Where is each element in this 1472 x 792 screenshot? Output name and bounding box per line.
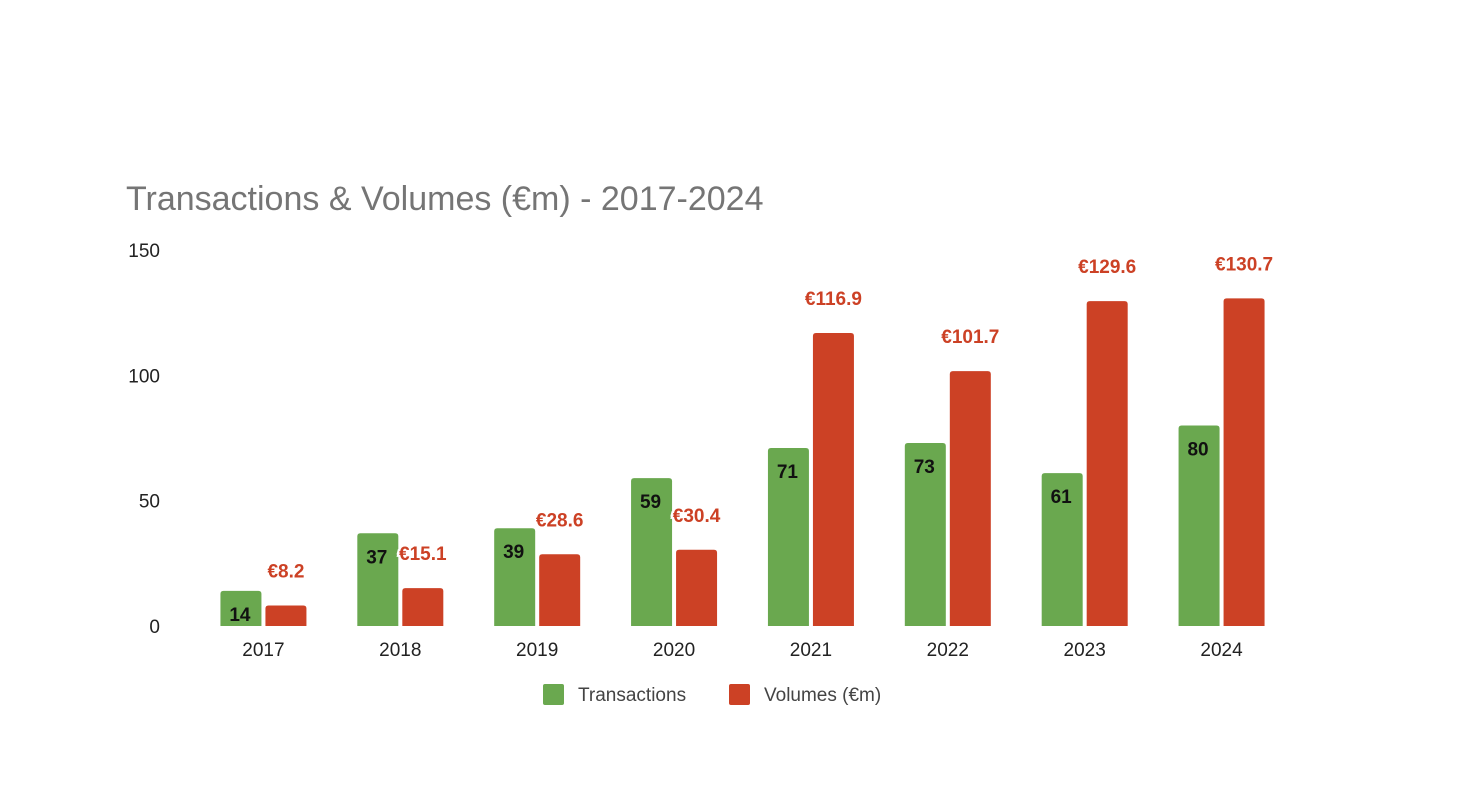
x-tick-label: 2021 (790, 640, 832, 661)
x-tick-label: 2017 (242, 640, 284, 661)
transactions-bar-2020 (631, 478, 673, 626)
volumes-bar-2024 (1223, 298, 1265, 626)
volumes-label-2023: €129.6 (1078, 257, 1136, 278)
volumes-bar-2023 (1086, 301, 1128, 626)
volumes-label-2019: €28.6 (536, 510, 584, 531)
volumes-bar-2019 (539, 554, 581, 626)
x-tick-label: 2019 (516, 640, 558, 661)
transactions-bar-2019 (494, 528, 536, 626)
bars (220, 298, 1265, 626)
legend: Transactions Volumes (€m) (543, 684, 881, 706)
transactions-label-2018: 37 (366, 547, 387, 568)
y-tick-label: 100 (128, 366, 160, 387)
transactions-bar-2023 (1041, 473, 1083, 626)
legend-swatch-transactions (543, 684, 564, 705)
x-tick-label: 2024 (1200, 640, 1243, 661)
transactions-label-2017: 14 (229, 605, 251, 626)
transactions-label-2022: 73 (914, 457, 935, 478)
volumes-label-2021: €116.9 (805, 289, 862, 310)
volumes-label-2018: €15.1 (399, 544, 447, 565)
transactions-bar-2017 (220, 590, 262, 626)
y-tick-label: 0 (149, 617, 160, 638)
data-labels: 14 €8.2 37 €15.1 39 €28.6 59 €30.4 71 €116.9 73 €10… (229, 252, 1275, 626)
y-tick-label: 150 (128, 241, 160, 262)
y-axis: 0 50 100 150 (128, 241, 160, 638)
volumes-bar-2022 (949, 371, 991, 626)
transactions-bar-2021 (767, 448, 809, 626)
volumes-label-2017: €8.2 (267, 561, 304, 582)
volumes-bar-2018 (402, 588, 444, 626)
x-tick-label: 2022 (927, 640, 969, 661)
legend-label-volumes: Volumes (€m) (764, 685, 881, 706)
x-tick-label: 2018 (379, 640, 421, 661)
volumes-bar-2021 (812, 332, 854, 626)
volumes-label-2020: €30.4 (673, 506, 721, 527)
transactions-label-2024: 80 (1187, 439, 1208, 460)
x-tick-label: 2020 (653, 640, 695, 661)
legend-label-transactions: Transactions (578, 685, 686, 706)
transactions-label-2019: 39 (503, 542, 524, 563)
volumes-label-2022: €101.7 (941, 327, 999, 348)
transactions-label-2023: 61 (1051, 487, 1073, 508)
transactions-bar-2018 (357, 533, 399, 626)
legend-swatch-volumes (729, 684, 750, 705)
transactions-label-2020: 59 (640, 492, 661, 513)
volumes-bar-2020 (676, 549, 718, 626)
transactions-label-2021: 71 (777, 462, 799, 483)
volumes-bar-2017 (265, 605, 307, 626)
transactions-bar-2024 (1178, 425, 1220, 626)
chart-title: Transactions & Volumes (€m) - 2017-2024 (126, 180, 763, 218)
x-tick-label: 2023 (1064, 640, 1106, 661)
transactions-bar-2022 (904, 443, 946, 626)
volumes-label-2024: €130.7 (1215, 254, 1273, 275)
x-axis: 2017 2018 2019 2020 2021 2022 2023 2024 (242, 640, 1243, 661)
y-tick-label: 50 (139, 492, 160, 513)
